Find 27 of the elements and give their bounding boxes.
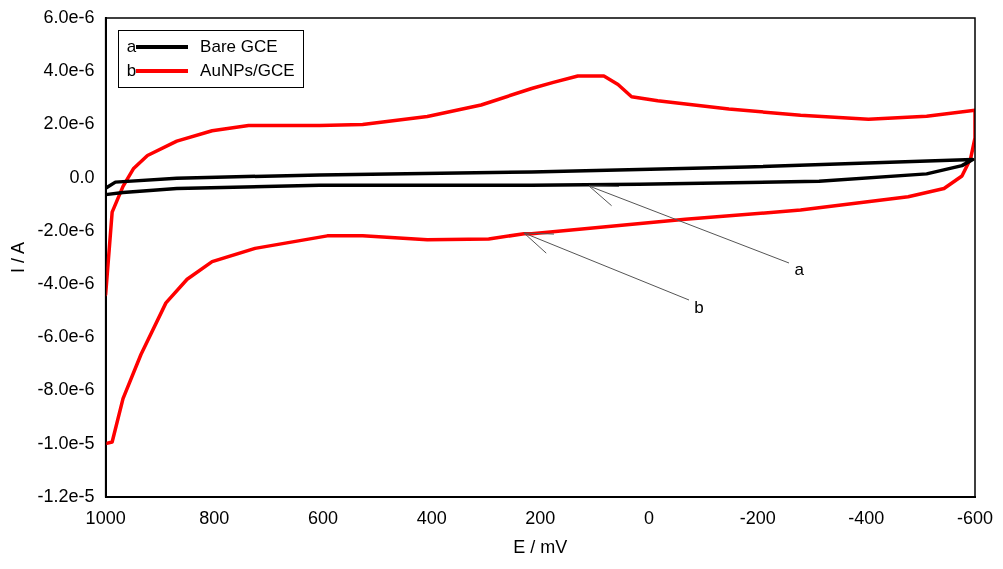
- text: a: [126, 37, 137, 56]
- y-tick-label: 0.0: [69, 166, 95, 187]
- y-axis-title: I / A: [7, 241, 28, 273]
- annotation: a: [794, 260, 805, 280]
- y-tick-label: -2.0e-6: [37, 219, 95, 240]
- y-tick-label: -1.0e-5: [37, 432, 95, 453]
- text: b: [126, 61, 137, 80]
- x-tick-label: 400: [416, 507, 447, 528]
- y-tick-label: -1.2e-5: [37, 485, 95, 506]
- legend-label: AuNPs/GCE: [200, 60, 295, 82]
- y-tick-label: 6.0e-6: [43, 6, 95, 27]
- y-tick-label: -8.0e-6: [37, 379, 95, 400]
- x-axis-title: E / mV: [513, 537, 568, 558]
- x-tick-label: 200: [525, 507, 556, 528]
- annotation: b: [694, 298, 704, 318]
- y-tick-label: 4.0e-6: [43, 60, 95, 81]
- x-tick-label: 1000: [85, 507, 126, 528]
- y-tick-label: -6.0e-6: [37, 326, 95, 347]
- y-tick-label: -4.0e-6: [37, 272, 95, 293]
- y-tick-label: 2.0e-6: [43, 113, 95, 134]
- x-tick-label: -400: [848, 507, 885, 528]
- legend-label: Bare GCE: [200, 36, 278, 58]
- x-tick-label: 600: [307, 507, 338, 528]
- x-tick-label: -600: [956, 507, 994, 528]
- x-tick-label: -200: [739, 507, 776, 528]
- x-tick-label: 0: [643, 507, 654, 528]
- x-tick-label: 800: [199, 507, 230, 528]
